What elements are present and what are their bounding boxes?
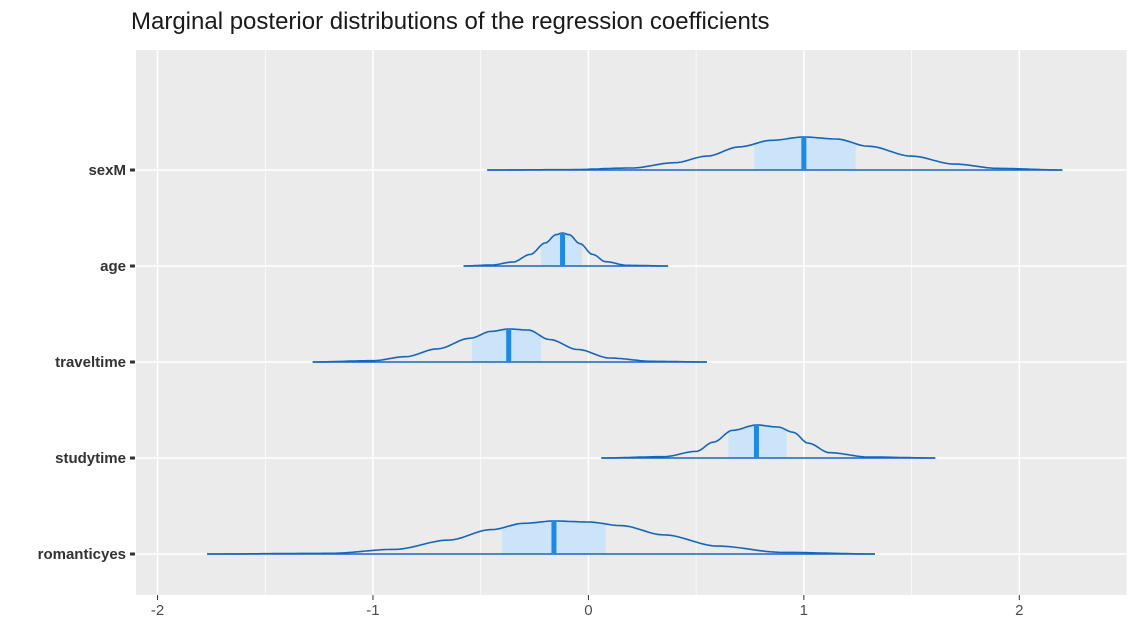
density-curve xyxy=(601,424,936,459)
y-tick-label: studytime xyxy=(55,450,126,467)
y-tick-label: sexM xyxy=(88,162,126,179)
x-tick-label: -1 xyxy=(366,602,379,617)
y-tick-label: romanticyes xyxy=(38,546,126,563)
x-tick-label: 2 xyxy=(1015,602,1023,617)
chart-title: Marginal posterior distributions of the … xyxy=(131,8,770,35)
y-tick-label: traveltime xyxy=(55,354,126,371)
x-tick-label: -2 xyxy=(151,602,164,617)
y-tick-label: age xyxy=(100,258,126,275)
plot-panel xyxy=(136,50,1127,595)
x-tick-label: 1 xyxy=(800,602,808,617)
x-tick-label: 0 xyxy=(584,602,592,617)
